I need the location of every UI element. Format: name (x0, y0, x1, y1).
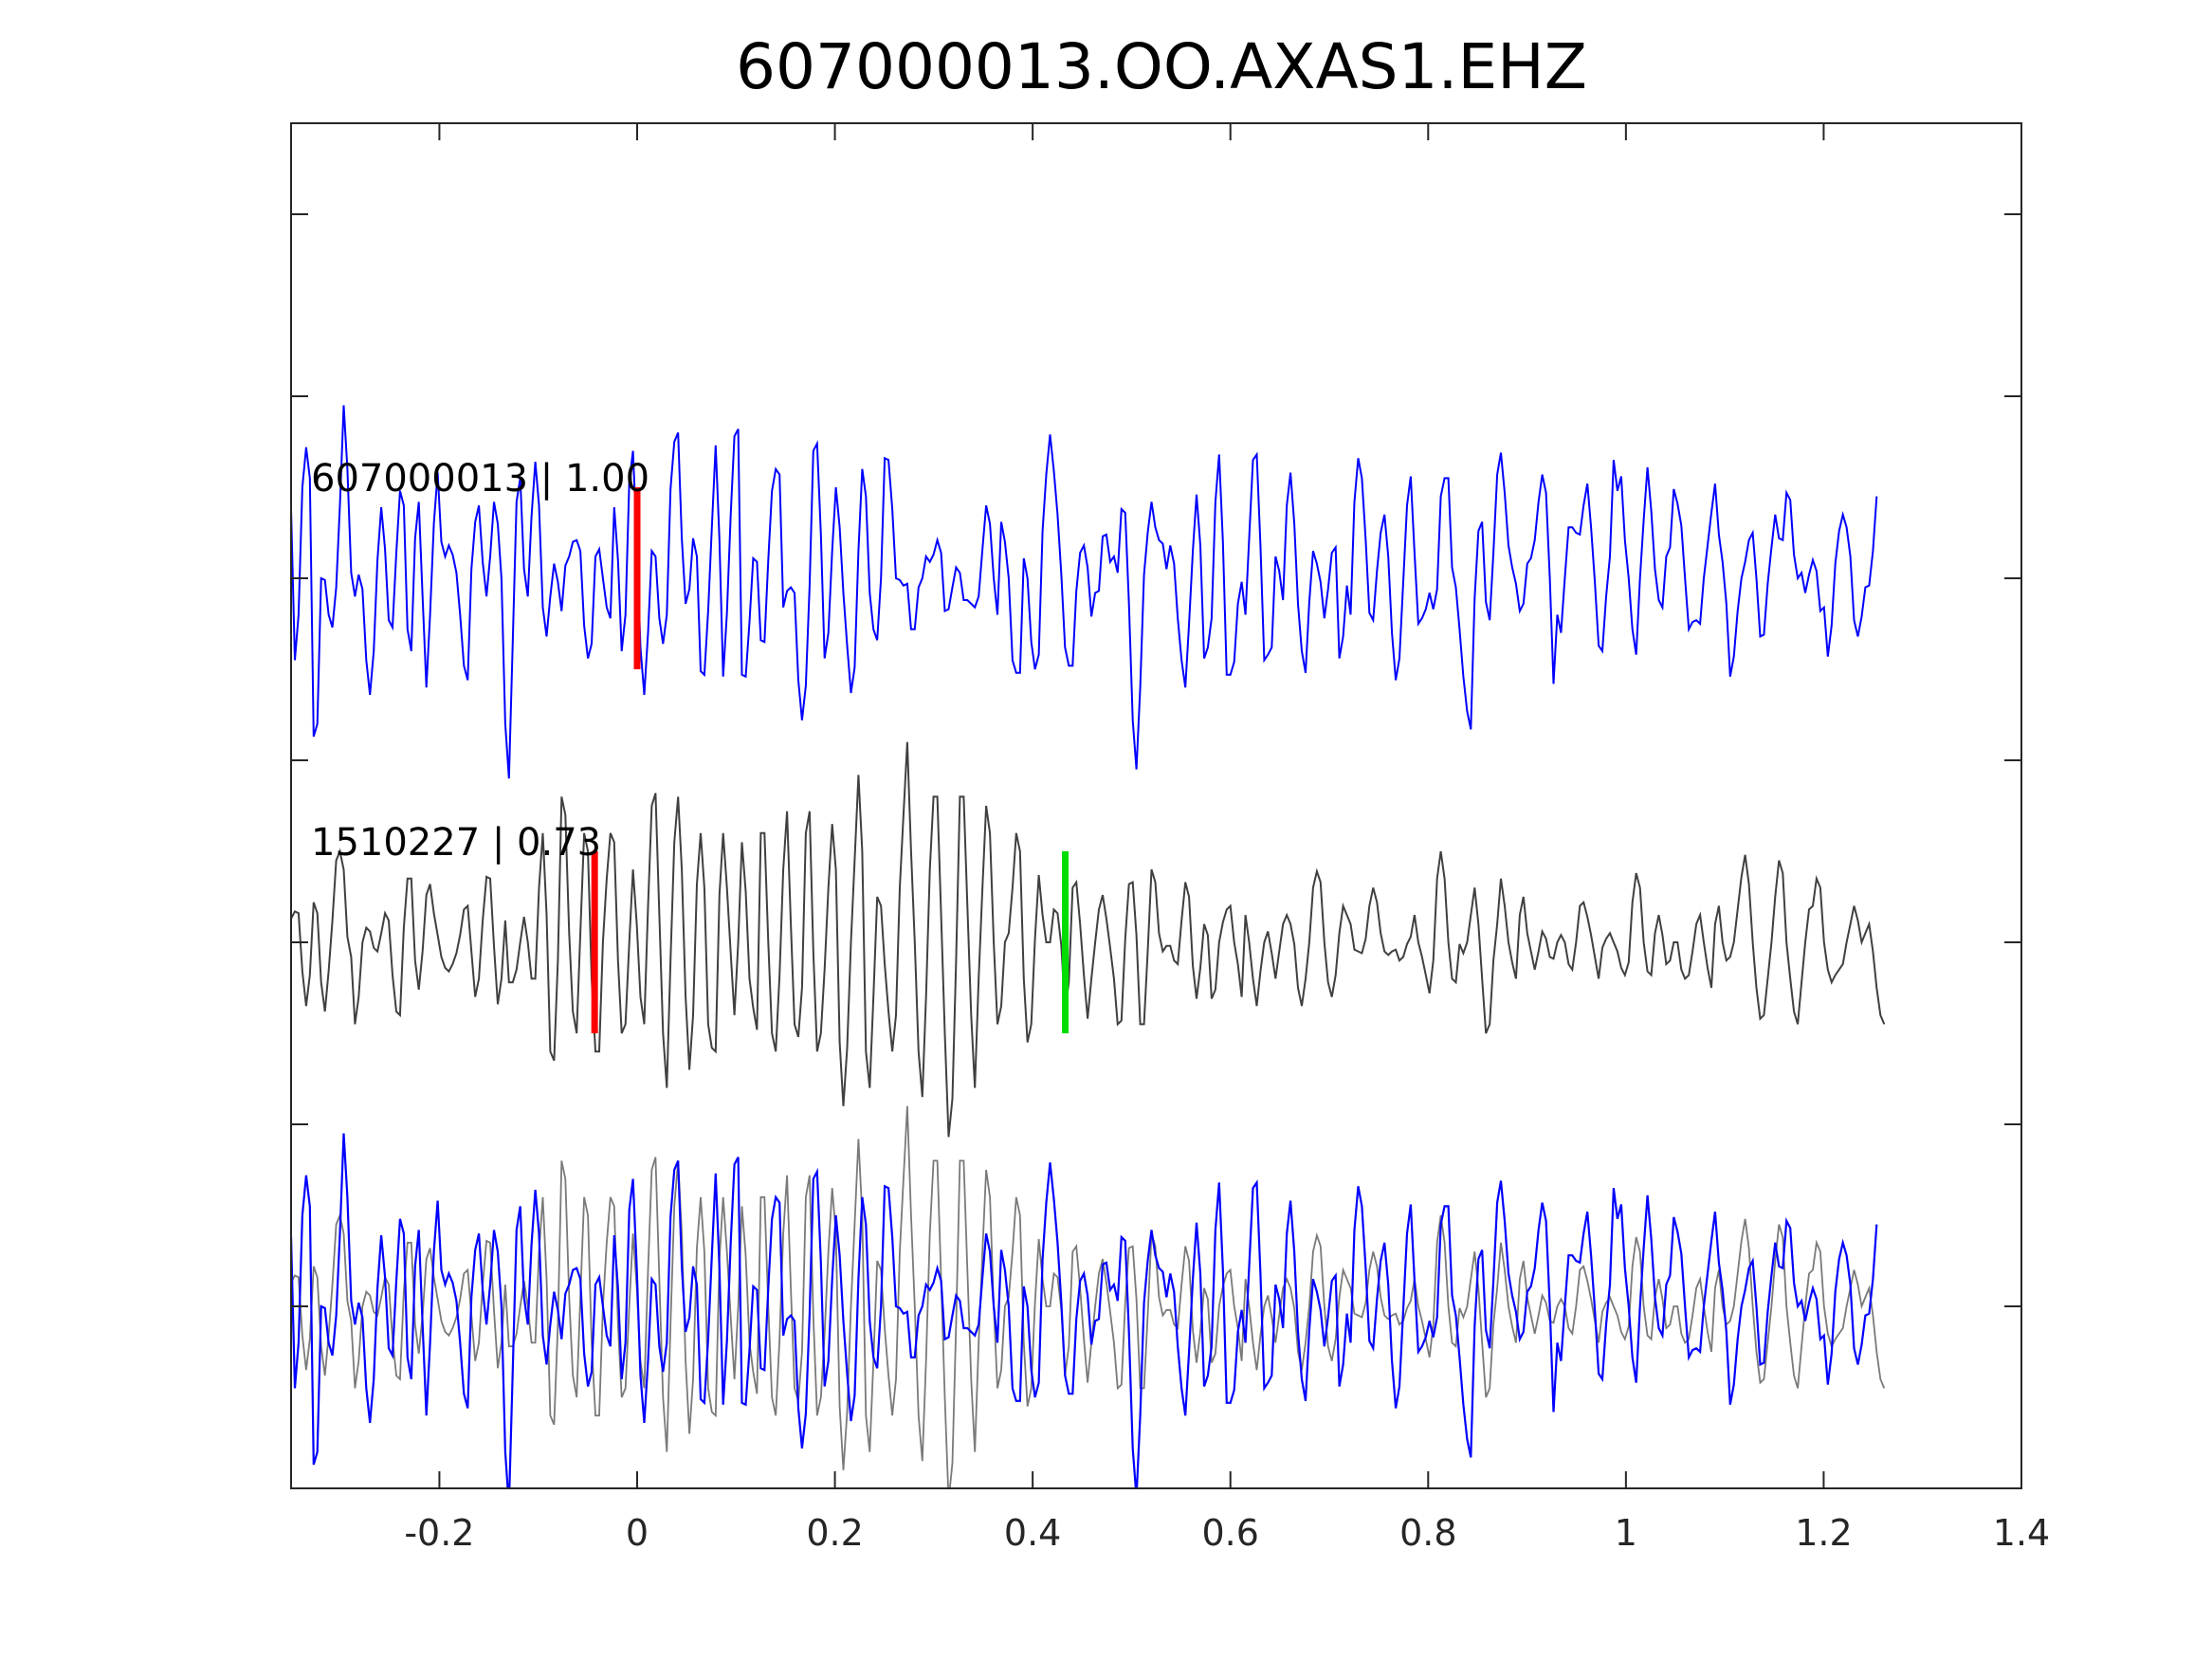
trace-1-label: 607000013 | 1.00 (311, 457, 649, 501)
x-tick-label: 1.2 (1795, 1512, 1852, 1554)
overlay-trace-1 (291, 1105, 1886, 1488)
x-tick-label: 0 (626, 1512, 649, 1554)
trace-2-label: 1510227 | 0.73 (311, 821, 601, 865)
trace-labels: 607000013 | 1.00 1510227 | 0.73 (311, 457, 649, 865)
trace-2-waveform (291, 741, 1886, 1138)
x-tick-label: -0.2 (404, 1512, 474, 1554)
x-tick-label: 0.4 (1004, 1512, 1061, 1554)
trace-1-waveform (291, 405, 1878, 779)
chart-title: 607000013.OO.AXAS1.EHZ (736, 30, 1587, 103)
x-tick-label: 0.6 (1201, 1512, 1258, 1554)
axis-ticks: -0.2 0 0.2 0.4 0.6 0.8 1 1.2 1.4 (291, 123, 2050, 1554)
x-tick-label: 1.4 (1993, 1512, 2050, 1554)
x-tick-label: 0.2 (806, 1512, 863, 1554)
x-tick-label: 0.8 (1399, 1512, 1456, 1554)
pick-markers (591, 487, 1069, 1033)
x-tick-label: 1 (1615, 1512, 1637, 1554)
traces-layer (291, 405, 1886, 1488)
overlay-trace-2 (291, 1133, 1878, 1488)
plot-area-frame (290, 122, 2022, 1489)
